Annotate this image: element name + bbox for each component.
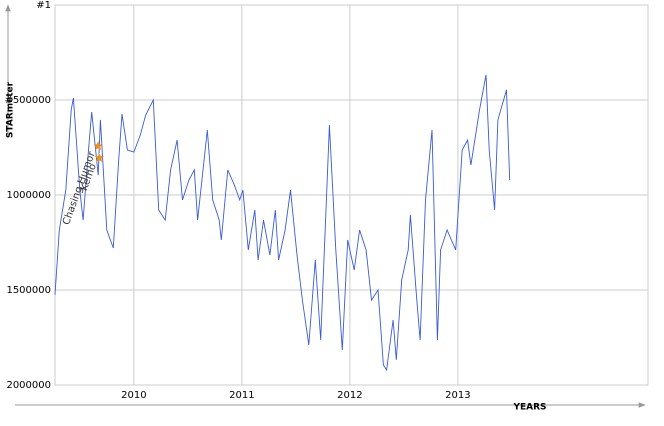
- x-tick-label: 2013: [445, 390, 470, 401]
- x-axis-label: YEARS: [512, 403, 546, 413]
- x-tick-label: 2011: [229, 390, 254, 401]
- annotation-star: [94, 152, 104, 162]
- y-tick-label: 2000000: [6, 380, 51, 391]
- y-tick-label: #500000: [4, 95, 51, 106]
- y-tick-label: 1500000: [6, 285, 51, 296]
- y-tick-label: #1: [36, 0, 51, 11]
- x-tick-label: 2010: [121, 390, 146, 401]
- annotation-star: [93, 141, 103, 150]
- y-axis-label: STARmeter: [6, 81, 16, 138]
- line-series: [54, 74, 511, 372]
- x-tick-label: 2012: [337, 390, 362, 401]
- y-tick-label: 1000000: [6, 190, 51, 201]
